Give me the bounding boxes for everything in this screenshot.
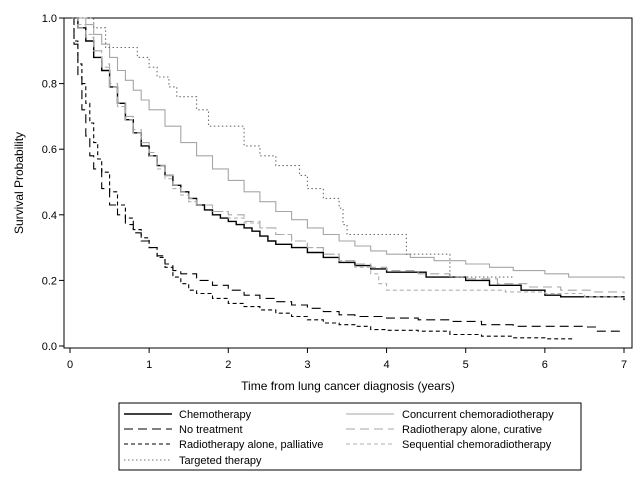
series-line-3 bbox=[70, 17, 624, 332]
x-axis-title: Time from lung cancer diagnosis (years) bbox=[241, 379, 455, 393]
x-tick-label: 1 bbox=[146, 359, 152, 371]
series-line-1 bbox=[70, 17, 625, 301]
series-line-7 bbox=[70, 17, 514, 278]
legend-label: Concurrent chemoradiotherapy bbox=[402, 409, 554, 421]
x-tick-label: 3 bbox=[304, 359, 310, 371]
legend-label: Radiotherapy alone, palliative bbox=[179, 439, 323, 451]
legend-label: Sequential chemoradiotherapy bbox=[402, 439, 552, 451]
y-tick-label: 0.8 bbox=[42, 79, 57, 91]
legend-label: Radiotherapy alone, curative bbox=[402, 424, 542, 436]
x-tick-label: 2 bbox=[225, 359, 231, 371]
y-axis: 0.0 0.2 0.4 0.6 0.8 1.0 bbox=[42, 13, 64, 353]
x-tick-label: 6 bbox=[542, 359, 548, 371]
legend-label: No treatment bbox=[179, 424, 243, 436]
series-line-6 bbox=[70, 17, 625, 299]
x-tick-label: 4 bbox=[384, 359, 390, 371]
x-axis: 0 1 2 3 4 5 6 7 bbox=[67, 348, 627, 371]
series-line-4 bbox=[70, 17, 625, 294]
x-tick-label: 0 bbox=[67, 359, 73, 371]
y-tick-label: 0.0 bbox=[42, 341, 57, 353]
legend: Chemotherapy Concurrent chemoradiotherapy… bbox=[124, 409, 554, 467]
plot-frame bbox=[63, 17, 633, 349]
y-axis-title: Survival Probability bbox=[12, 132, 26, 234]
y-tick-label: 0.2 bbox=[42, 275, 57, 287]
legend-label: Chemotherapy bbox=[179, 409, 252, 421]
series-layer bbox=[70, 17, 625, 340]
x-tick-label: 7 bbox=[621, 359, 627, 371]
legend-label: Targeted therapy bbox=[179, 455, 262, 467]
y-tick-label: 1.0 bbox=[42, 13, 57, 25]
x-tick-label: 5 bbox=[463, 359, 469, 371]
y-tick-label: 0.4 bbox=[42, 210, 57, 222]
y-tick-label: 0.6 bbox=[42, 144, 57, 156]
series-line-5 bbox=[70, 17, 573, 340]
series-line-2 bbox=[70, 17, 625, 279]
